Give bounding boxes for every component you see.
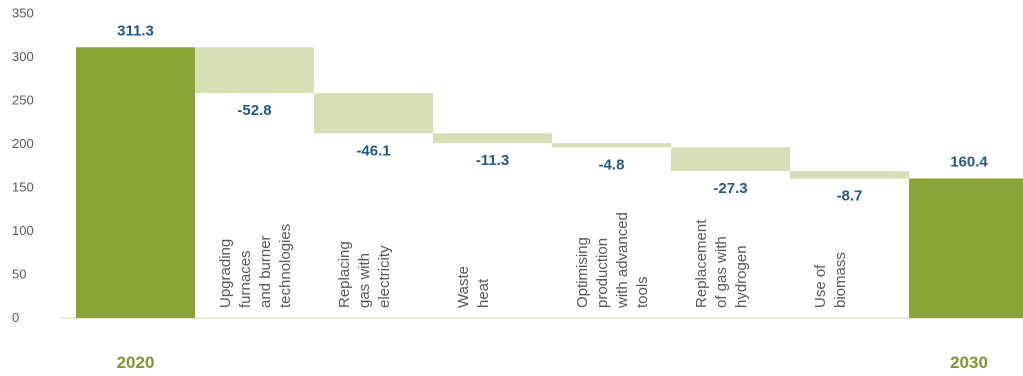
- category-label: Upgrading furnaces and burner technologies: [217, 224, 294, 308]
- value-label-2030: 160.4: [950, 154, 988, 171]
- category-label-line: Replacing: [336, 241, 353, 308]
- value-label: -4.8: [599, 156, 625, 173]
- category-label-line: with advanced: [614, 212, 631, 309]
- category-label-line: and burner: [257, 235, 274, 308]
- bar-step: [433, 133, 552, 144]
- y-tick-label: 150: [12, 180, 34, 195]
- year-label-2030: 2030: [950, 353, 988, 372]
- category-label-line: furnaces: [237, 250, 254, 308]
- value-label: -46.1: [356, 142, 390, 159]
- y-tick-label: 0: [12, 310, 19, 325]
- year-label-2020: 2020: [117, 353, 155, 372]
- bar-step: [195, 47, 314, 94]
- category-label-line: electricity: [376, 245, 393, 308]
- category-label: Use of biomass: [812, 252, 849, 308]
- category-label-line: tools: [634, 276, 651, 308]
- category-label: Optimising production with advanced tools: [574, 212, 651, 309]
- category-label-line: of gas with: [713, 236, 730, 308]
- y-tick-label: 250: [12, 93, 34, 108]
- bar-2020: [76, 47, 195, 318]
- value-label-2020: 311.3: [117, 22, 154, 39]
- y-tick-label: 100: [12, 223, 34, 238]
- category-label: Waste heat: [455, 266, 492, 308]
- bar-step: [790, 171, 909, 179]
- category-label-line: Waste: [455, 266, 472, 308]
- category-label-line: biomass: [832, 252, 849, 308]
- bar-step: [671, 147, 790, 172]
- value-label: -11.3: [476, 152, 509, 169]
- category-label: Replacing gas with electricity: [336, 241, 393, 308]
- y-tick-label: 300: [12, 49, 34, 64]
- category-label: Replacement of gas with hydrogen: [693, 219, 750, 308]
- category-label-line: heat: [475, 278, 492, 308]
- category-label-line: production: [594, 238, 611, 308]
- category-label-line: Optimising: [574, 237, 591, 308]
- value-label: -52.8: [237, 102, 271, 119]
- y-tick-label: 200: [12, 136, 34, 151]
- category-label-line: Upgrading: [217, 239, 234, 308]
- category-label-line: gas with: [356, 253, 373, 308]
- bar-step: [552, 143, 671, 148]
- category-label-line: hydrogen: [733, 245, 750, 308]
- bar-step: [314, 93, 433, 134]
- bar-2030: [909, 178, 1023, 318]
- value-label: -8.7: [837, 188, 863, 205]
- category-label-line: Use of: [812, 264, 829, 308]
- y-tick-label: 350: [12, 6, 34, 21]
- value-label: -27.3: [713, 180, 747, 197]
- category-label-line: Replacement: [693, 219, 710, 308]
- category-label-line: technologies: [277, 224, 294, 308]
- y-tick-label: 50: [12, 267, 26, 282]
